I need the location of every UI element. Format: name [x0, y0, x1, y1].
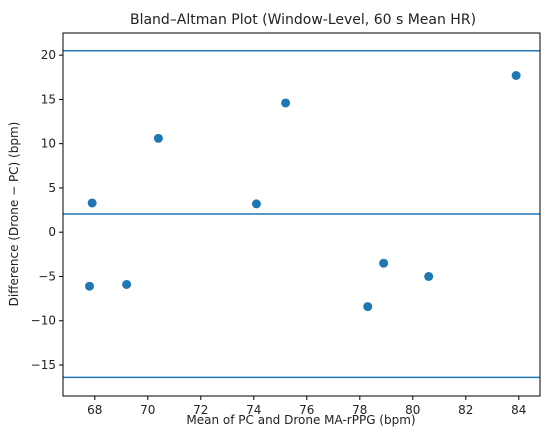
y-tick-label: −15 [31, 358, 56, 372]
x-axis-label: Mean of PC and Drone MA-rPPG (bpm) [186, 413, 415, 427]
data-point [251, 199, 261, 209]
reference-lines [63, 49, 540, 379]
x-tick-label: 76 [299, 403, 314, 417]
y-tick-label: −10 [31, 314, 56, 328]
x-tick-label: 68 [87, 403, 102, 417]
x-tick-label: 80 [405, 403, 420, 417]
data-point [153, 133, 163, 143]
x-tick-label: 74 [246, 403, 261, 417]
y-tick-label: −5 [38, 269, 56, 283]
x-axis-ticks: 68 70 72 74 76 78 80 82 84 [87, 396, 526, 417]
data-point [122, 279, 132, 289]
data-points [85, 70, 521, 312]
x-tick-label: 84 [511, 403, 526, 417]
chart-title: Bland–Altman Plot (Window-Level, 60 s Me… [130, 12, 476, 28]
y-tick-label: 10 [41, 137, 56, 151]
data-point [424, 271, 434, 281]
data-point [281, 98, 291, 108]
data-point [85, 281, 94, 291]
data-point [363, 302, 373, 312]
y-tick-label: 5 [48, 181, 56, 195]
x-tick-label: 78 [352, 403, 367, 417]
data-point [379, 258, 389, 268]
data-point [87, 198, 97, 208]
y-axis-label: Difference (Drone − PC) (bpm) [7, 122, 21, 307]
y-tick-label: 15 [41, 92, 56, 106]
x-tick-label: 82 [458, 403, 473, 417]
x-tick-label: 72 [193, 403, 208, 417]
y-tick-label: 20 [41, 48, 56, 62]
y-axis-ticks: −15 −10 −5 0 5 10 15 20 [31, 48, 63, 372]
data-point [511, 70, 521, 80]
y-tick-label: 0 [48, 225, 56, 239]
axes-frame [62, 32, 541, 397]
x-tick-label: 70 [140, 403, 155, 417]
